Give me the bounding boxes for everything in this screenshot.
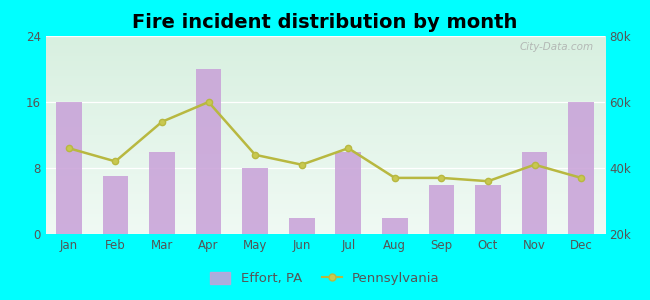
Bar (242, 168, 268, 234)
Text: City-Data.com: City-Data.com (519, 42, 593, 52)
Bar (428, 184, 454, 234)
Bar (475, 184, 501, 234)
Bar (335, 152, 361, 234)
Bar (103, 176, 128, 234)
Bar (522, 152, 547, 234)
Bar (56, 102, 82, 234)
Bar (196, 69, 222, 234)
Bar (289, 218, 315, 234)
Bar (149, 152, 175, 234)
Legend: Effort, PA, Pennsylvania: Effort, PA, Pennsylvania (205, 267, 445, 291)
Bar (568, 102, 594, 234)
Bar (382, 218, 408, 234)
Title: Fire incident distribution by month: Fire incident distribution by month (133, 13, 517, 32)
